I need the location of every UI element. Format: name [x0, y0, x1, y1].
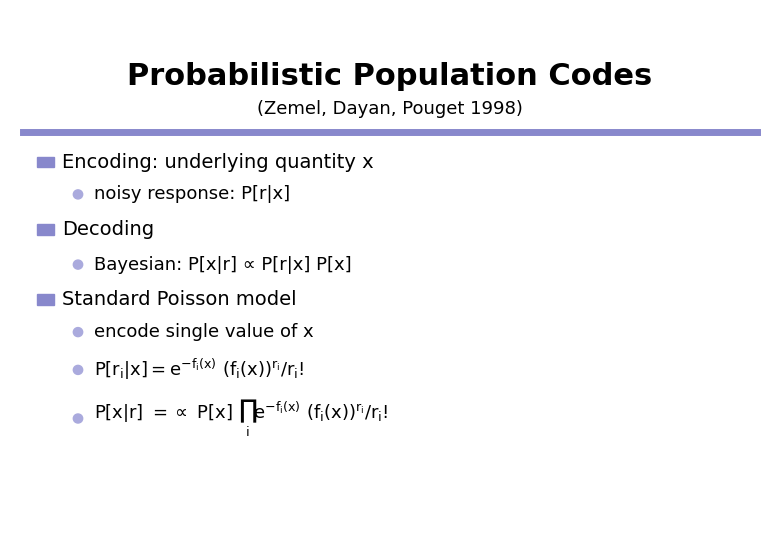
Text: $\mathsf{P[x|r]\ {=}{\propto}\ P[x]\ \prod_i e^{-f_i(x)}\ (f_i(x))^{r_i}/r_i!}$: $\mathsf{P[x|r]\ {=}{\propto}\ P[x]\ \pr…: [94, 398, 388, 439]
Text: Standard Poisson model: Standard Poisson model: [62, 290, 297, 309]
Text: Decoding: Decoding: [62, 220, 154, 239]
Text: Encoding: underlying quantity x: Encoding: underlying quantity x: [62, 152, 374, 172]
Text: Bayesian: P[x|r] ∝ P[r|x] P[x]: Bayesian: P[x|r] ∝ P[r|x] P[x]: [94, 255, 351, 274]
Text: $\mathsf{P[r_i|x] = e^{-f_i(x)}\ (f_i(x))^{r_i}/r_i!}$: $\mathsf{P[r_i|x] = e^{-f_i(x)}\ (f_i(x)…: [94, 357, 304, 382]
Text: encode single value of x: encode single value of x: [94, 323, 314, 341]
Text: (Zemel, Dayan, Pouget 1998): (Zemel, Dayan, Pouget 1998): [257, 100, 523, 118]
Text: noisy response: P[r|x]: noisy response: P[r|x]: [94, 185, 289, 204]
Text: Probabilistic Population Codes: Probabilistic Population Codes: [127, 62, 653, 91]
